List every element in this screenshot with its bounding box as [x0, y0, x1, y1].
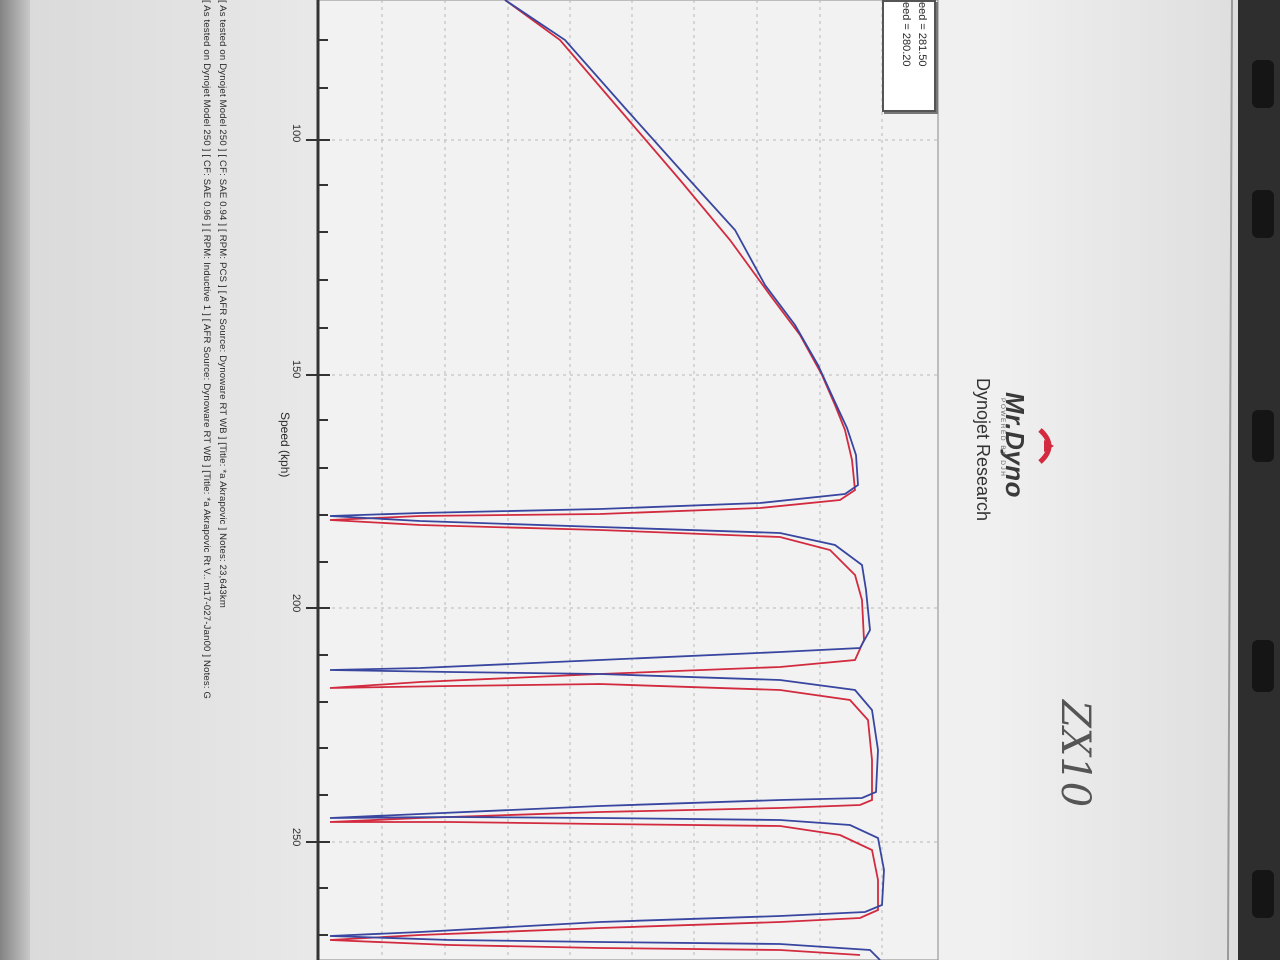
mrdyno-logo-icon [1038, 428, 1054, 464]
blue-run-trace [329, 0, 885, 960]
logo-company: Dynojet Research [973, 378, 993, 522]
legend-entry-2: eed = 280.20 [900, 2, 912, 67]
binder-strip [1238, 0, 1280, 960]
footer-run-info-1: [ As tested on Dynojet Model 250 ] [ CF:… [217, 0, 228, 608]
legend-entry-1: eed = 281.50 [916, 2, 928, 67]
axis-tick-label: 100 [290, 124, 302, 143]
handwritten-note: ZX10 [1052, 700, 1098, 808]
axis-tick-label: 200 [290, 594, 302, 613]
footer-run-info-2: [ As tested on Dynojet Model 250 ] [ CF:… [201, 0, 212, 700]
legend-box [882, 0, 936, 112]
logo-subtitle: POWERED BY DJH [999, 398, 1006, 478]
red-run-trace [329, 0, 879, 956]
axis-tick-label: 250 [290, 828, 302, 847]
axis-tick-label: 150 [290, 360, 302, 379]
plot-frame [317, 0, 939, 960]
axis-label: Speed (kph) [278, 412, 292, 478]
